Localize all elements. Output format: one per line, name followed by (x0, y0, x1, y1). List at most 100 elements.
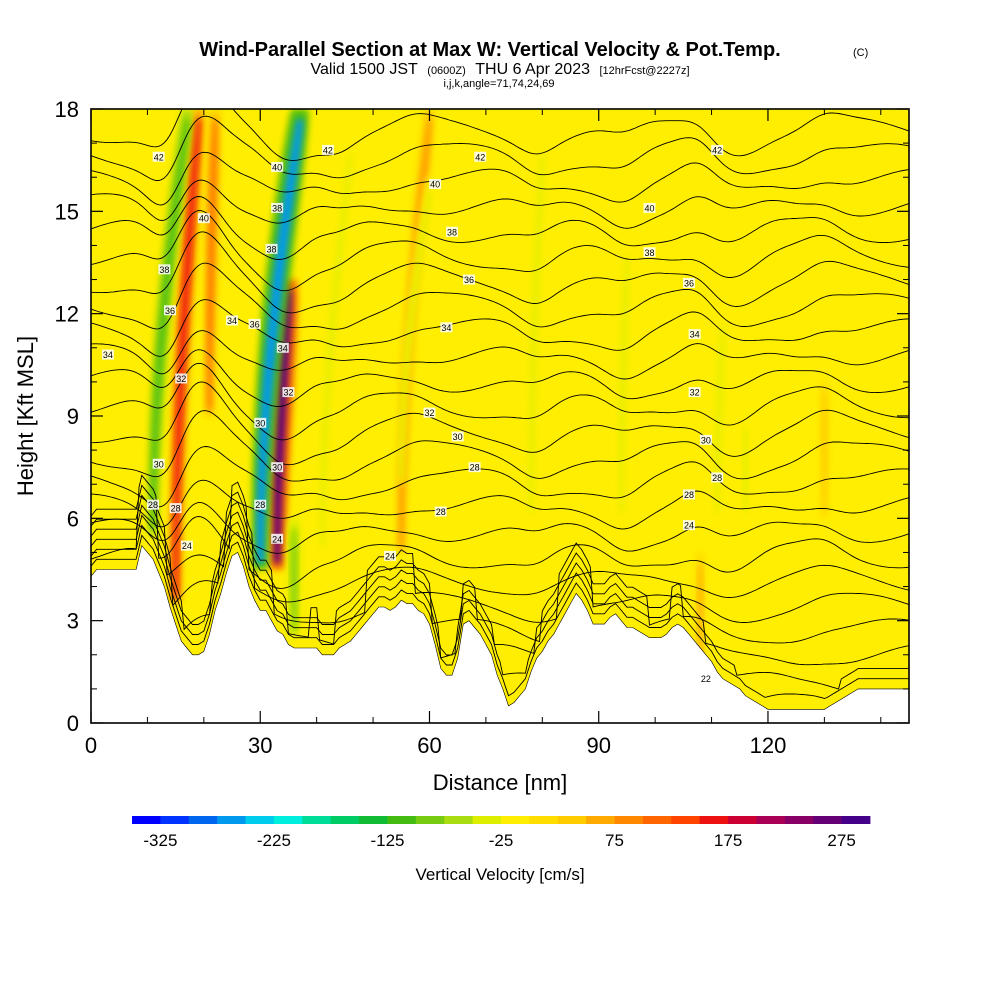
colorbar-swatch (472, 816, 502, 824)
colorbar-swatch (699, 816, 729, 824)
svg-text:38: 38 (267, 244, 277, 254)
colorbar-swatch (217, 816, 246, 824)
colorbar-tick-label: -325 (143, 831, 177, 850)
theta-contour-line (91, 179, 909, 229)
svg-text:34: 34 (227, 316, 237, 326)
y-tick-label: 15 (55, 199, 79, 224)
copyright-mark: (C) (853, 47, 868, 59)
svg-text:42: 42 (154, 152, 164, 162)
colorbar-swatch (642, 816, 672, 824)
svg-text:32: 32 (176, 374, 186, 384)
theta-contour-label: 36 (462, 274, 475, 285)
theta-contour-label: 36 (163, 305, 176, 316)
svg-text:38: 38 (159, 265, 169, 275)
downdraft-band (320, 153, 352, 547)
x-tick-label: 120 (750, 733, 787, 758)
theta-contour-label: 38 (158, 264, 171, 275)
colorbar-swatch (501, 816, 530, 824)
svg-text:30: 30 (701, 435, 711, 445)
velocity-band-halo (397, 177, 434, 485)
theta-contour-line (91, 502, 909, 554)
theta-contour-line (91, 410, 909, 482)
svg-text:24: 24 (684, 521, 694, 531)
theta-contour-line (91, 299, 909, 357)
theta-contour-line (91, 362, 909, 441)
theta-contour-label: 30 (271, 462, 284, 473)
svg-text:24: 24 (385, 551, 395, 561)
colorbar-swatch (671, 816, 701, 824)
y-tick-label: 18 (55, 97, 79, 122)
theta-contour-label: 42 (711, 144, 724, 155)
theta-contour-label: 40 (429, 179, 442, 190)
svg-text:34: 34 (690, 330, 700, 340)
colorbar-swatch (756, 816, 786, 824)
theta-contour-label: 28 (682, 489, 695, 500)
y-tick-label: 9 (67, 404, 79, 429)
theta-contour-line (91, 446, 909, 508)
theta-contour-label: 28 (254, 499, 267, 510)
svg-text:42: 42 (712, 145, 722, 155)
theta-contour-label: 38 (271, 202, 284, 213)
theta-contour-line (91, 474, 909, 589)
subtitle-forecast: [12hrFcst@2227z] (599, 65, 689, 77)
theta-contour-label: 24 (271, 533, 284, 544)
theta-contour-label: 34 (226, 315, 239, 326)
velocity-band-halo (318, 143, 355, 553)
theta-contour-label: 28 (468, 462, 481, 473)
velocity-features (148, 109, 830, 689)
svg-text:24: 24 (182, 541, 192, 551)
colorbar-swatch (302, 816, 332, 824)
colorbar-swatch (557, 816, 587, 824)
theta-contour-line (91, 349, 909, 407)
svg-text:38: 38 (447, 227, 457, 237)
theta-contours (91, 109, 909, 699)
theta-contour-label: 42 (321, 144, 334, 155)
x-tick-label: 0 (85, 733, 97, 758)
y-tick-label: 3 (67, 609, 79, 634)
colorbar-swatch (132, 816, 161, 824)
x-tick-label: 30 (248, 733, 272, 758)
svg-text:28: 28 (470, 463, 480, 473)
velocity-band-halo (397, 109, 434, 553)
downdraft-band (256, 119, 304, 564)
svg-text:36: 36 (684, 278, 694, 288)
svg-text:38: 38 (272, 203, 282, 213)
downdraft-band (743, 426, 748, 513)
subtitle-date: THU 6 Apr 2023 (475, 61, 590, 78)
svg-text:30: 30 (453, 432, 463, 442)
svg-text:28: 28 (436, 507, 446, 517)
theta-contour-label: 24 (682, 520, 695, 531)
downdraft-band (619, 255, 629, 513)
updraft-band (172, 119, 201, 598)
theta-contour-line (91, 231, 909, 314)
velocity-band-halo (148, 109, 193, 536)
theta-contour-line (91, 330, 909, 380)
colorbar-swatch (784, 816, 814, 824)
colorbar-swatch (444, 816, 474, 824)
theta-contour-label: 34 (688, 329, 701, 340)
theta-contour-line (91, 109, 909, 161)
svg-text:34: 34 (441, 323, 451, 333)
colorbar-swatch (245, 816, 275, 824)
theta-contour-label: 28 (434, 506, 447, 517)
svg-text:28: 28 (255, 500, 265, 510)
svg-text:32: 32 (283, 388, 293, 398)
colorbar-swatch (529, 816, 559, 824)
svg-text:28: 28 (148, 500, 158, 510)
colorbar-tick-label: 75 (605, 831, 624, 850)
colorbar-tick-label: -125 (370, 831, 404, 850)
theta-contour-label: 24 (180, 540, 193, 551)
theta-contour-label: 22 (699, 673, 712, 684)
colorbar-tick-label: -25 (489, 831, 514, 850)
downdraft-band (399, 187, 431, 479)
theta-contour-line (91, 196, 909, 260)
theta-contour-line (91, 494, 909, 624)
theta-contour-line (91, 115, 909, 181)
x-tick-label: 90 (586, 733, 610, 758)
x-axis: 0 30 60 90 120 (85, 109, 882, 758)
svg-text:34: 34 (278, 343, 288, 353)
colorbar-swatch (359, 816, 388, 824)
svg-text:22: 22 (701, 674, 711, 684)
svg-text:42: 42 (323, 145, 333, 155)
theta-contour-label: 28 (169, 503, 182, 514)
